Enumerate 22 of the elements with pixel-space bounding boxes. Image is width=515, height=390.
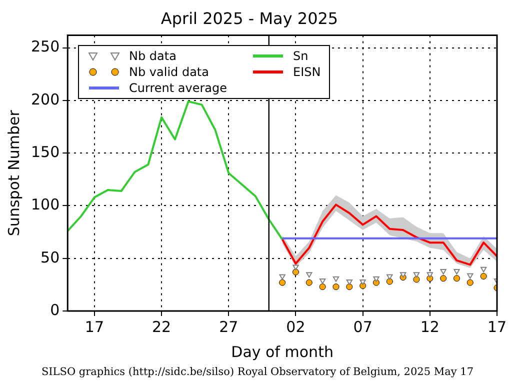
legend-label: Current average — [129, 81, 228, 95]
y-tick-label: 200 — [30, 90, 60, 108]
chart-title: April 2025 - May 2025 — [160, 8, 338, 28]
x-tick-label: 02 — [286, 318, 306, 336]
y-tick-label: 100 — [30, 196, 60, 214]
x-axis-title: Day of month — [231, 342, 334, 361]
y-tick-label: 50 — [40, 248, 60, 266]
y-tick-label: 150 — [30, 142, 60, 161]
x-tick-label: 22 — [152, 318, 172, 336]
y-tick-label: 250 — [30, 38, 60, 56]
x-tick-label: 17 — [84, 318, 104, 336]
y-tick-label: 0 — [50, 300, 60, 319]
y-axis-title: Sunspot Number — [4, 109, 23, 236]
legend-label: Nb data — [129, 49, 176, 63]
legend-label: Nb valid data — [129, 65, 209, 79]
legend-label: EISN — [293, 65, 321, 79]
legend-label: Sn — [293, 49, 308, 63]
x-tick-label: 07 — [353, 318, 372, 336]
x-tick-label: 17 — [487, 318, 507, 336]
x-tick-label: 27 — [219, 318, 238, 336]
x-tick-label: 12 — [420, 318, 440, 336]
text: SILSO graphics (http://sidc.be/silso) Royal Observatory of Belgium, 2025 May 17 — [40, 366, 475, 378]
